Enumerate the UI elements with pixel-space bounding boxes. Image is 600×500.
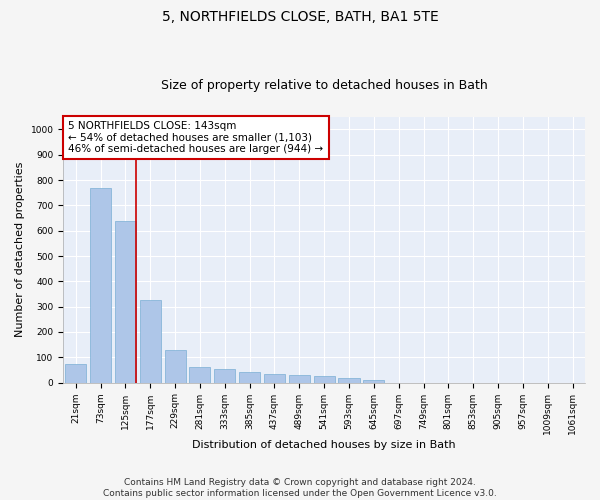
Bar <box>115 220 136 382</box>
Title: Size of property relative to detached houses in Bath: Size of property relative to detached ho… <box>161 79 488 92</box>
X-axis label: Distribution of detached houses by size in Bath: Distribution of detached houses by size … <box>193 440 456 450</box>
Bar <box>289 375 310 382</box>
Bar <box>90 188 111 382</box>
Bar <box>140 300 161 382</box>
Text: 5, NORTHFIELDS CLOSE, BATH, BA1 5TE: 5, NORTHFIELDS CLOSE, BATH, BA1 5TE <box>161 10 439 24</box>
Text: Contains HM Land Registry data © Crown copyright and database right 2024.
Contai: Contains HM Land Registry data © Crown c… <box>103 478 497 498</box>
Bar <box>338 378 359 382</box>
Bar <box>190 368 211 382</box>
Bar <box>239 372 260 382</box>
Bar <box>65 364 86 382</box>
Bar <box>363 380 385 382</box>
Bar <box>164 350 185 382</box>
Bar <box>264 374 285 382</box>
Y-axis label: Number of detached properties: Number of detached properties <box>15 162 25 338</box>
Bar <box>214 368 235 382</box>
Bar <box>314 376 335 382</box>
Text: 5 NORTHFIELDS CLOSE: 143sqm
← 54% of detached houses are smaller (1,103)
46% of : 5 NORTHFIELDS CLOSE: 143sqm ← 54% of det… <box>68 121 323 154</box>
